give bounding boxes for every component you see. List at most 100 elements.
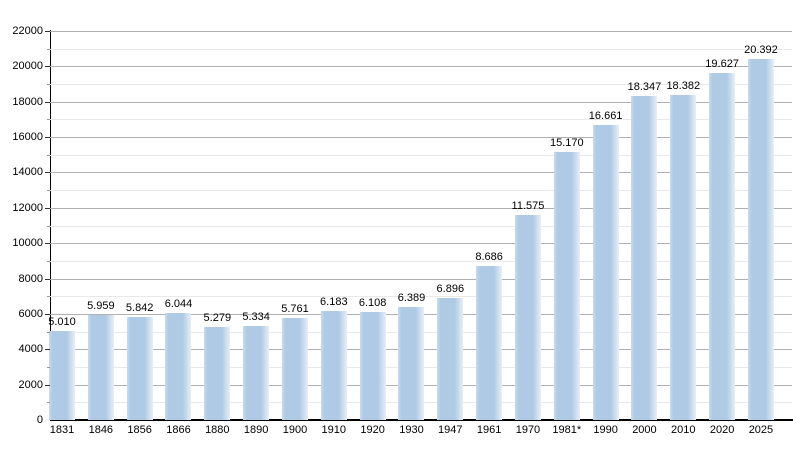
bar-value-label: 19.627 <box>705 57 739 70</box>
x-tick-label: 2025 <box>748 424 774 436</box>
y-tick <box>47 260 50 262</box>
y-tick-label: 8000 <box>18 272 43 285</box>
y-tick-label: 2000 <box>18 378 43 391</box>
y-tick-label: 20000 <box>12 60 43 73</box>
y-gridline-major <box>50 278 792 280</box>
y-tick <box>45 101 50 103</box>
y-tick-label: 16000 <box>12 131 43 144</box>
bar-2000 <box>631 95 658 420</box>
y-tick <box>45 31 50 32</box>
bar-2025 <box>747 59 774 420</box>
bar-value-label: 5.279 <box>203 311 232 324</box>
y-tick-label: 14000 <box>12 166 43 179</box>
y-tick <box>47 84 50 86</box>
plot-area <box>49 31 792 420</box>
bar-value-label: 5.010 <box>48 316 76 329</box>
y-gridline-major <box>50 172 792 174</box>
y-gridline-minor <box>50 260 792 262</box>
y-gridline-minor <box>50 48 792 50</box>
bar-value-label: 5.842 <box>125 301 154 314</box>
x-tick-label: 1990 <box>593 424 618 436</box>
y-tick <box>45 207 50 209</box>
y-tick <box>45 243 50 245</box>
x-tick-label: 1866 <box>166 424 191 436</box>
x-tick-label: 1856 <box>127 424 152 436</box>
bar-1890 <box>243 325 270 420</box>
x-tick-label: 1961 <box>476 424 502 436</box>
y-tick-label: 18000 <box>12 95 43 108</box>
bar-value-label: 6.896 <box>436 283 465 296</box>
y-tick <box>47 296 50 298</box>
y-tick <box>45 384 50 386</box>
y-tick <box>47 225 50 227</box>
bar-2020 <box>709 72 736 420</box>
y-tick <box>45 66 50 68</box>
x-tick-label: 1910 <box>321 424 347 436</box>
bar-1970 <box>514 215 541 420</box>
x-tick-label: 1890 <box>243 424 269 436</box>
y-tick <box>47 190 50 192</box>
bar-value-label: 5.334 <box>242 310 270 323</box>
y-gridline-minor <box>50 296 792 298</box>
bar-1930 <box>398 307 425 420</box>
y-tick-label: 12000 <box>12 201 43 214</box>
bar-value-label: 15.170 <box>549 136 584 149</box>
x-tick-label: 2020 <box>709 424 735 436</box>
y-gridline-minor <box>50 225 792 227</box>
y-tick <box>45 137 50 139</box>
bar-value-label: 18.347 <box>627 80 662 93</box>
y-gridline-major <box>50 101 792 103</box>
bar-value-label: 6.183 <box>320 295 348 308</box>
y-tick <box>47 119 50 121</box>
y-tick-label: 6000 <box>18 307 43 320</box>
bar-1880 <box>204 326 231 420</box>
bar-1990 <box>592 125 619 420</box>
y-tick <box>45 172 50 174</box>
x-tick-label: 1900 <box>282 424 308 436</box>
bar-value-label: 8.686 <box>475 251 503 264</box>
bar-1961 <box>476 266 503 420</box>
x-tick-label: 1846 <box>88 424 114 436</box>
y-tick-label: 4000 <box>18 343 43 356</box>
bar-1831 <box>49 331 75 420</box>
bar-1846 <box>87 314 114 420</box>
bar-1856 <box>126 316 153 420</box>
bar-2010 <box>670 94 697 420</box>
x-tick-label: 1981* <box>552 424 582 436</box>
bar-value-label: 5.761 <box>281 303 309 316</box>
y-gridline-major <box>50 31 792 32</box>
bar-value-label: 18.382 <box>666 79 701 92</box>
y-tick <box>47 48 50 50</box>
bar-value-label: 6.044 <box>164 298 193 311</box>
y-tick <box>45 313 50 315</box>
x-tick-label: 1831 <box>49 424 75 436</box>
y-gridline-major <box>50 66 792 68</box>
bar-value-label: 20.392 <box>744 44 778 57</box>
x-tick-label: 1880 <box>205 424 230 436</box>
x-tick-label: 1930 <box>399 424 424 436</box>
bar-1910 <box>320 310 347 420</box>
bar-value-label: 16.661 <box>588 110 623 123</box>
y-gridline-major <box>50 207 792 209</box>
bar-1981* <box>553 151 580 420</box>
x-tick-label: 1947 <box>438 424 463 436</box>
y-tick <box>45 349 50 351</box>
x-tick-label: 2010 <box>671 424 696 436</box>
bar-value-label: 11.575 <box>511 200 545 213</box>
y-gridline-major <box>50 137 792 139</box>
bar-1947 <box>437 298 464 420</box>
y-tick <box>47 331 50 333</box>
x-tick-label: 1970 <box>515 424 541 436</box>
bar-value-label: 6.108 <box>358 296 387 309</box>
y-gridline-minor <box>50 190 792 192</box>
y-gridline-major <box>50 243 792 245</box>
bar-1920 <box>359 312 386 420</box>
bar-value-label: 5.959 <box>87 299 115 312</box>
y-tick <box>47 402 50 404</box>
y-tick-label: 22000 <box>12 25 43 37</box>
bar-1866 <box>165 313 192 420</box>
y-tick <box>47 366 50 368</box>
y-tick <box>47 154 50 156</box>
bar-1900 <box>281 318 308 420</box>
